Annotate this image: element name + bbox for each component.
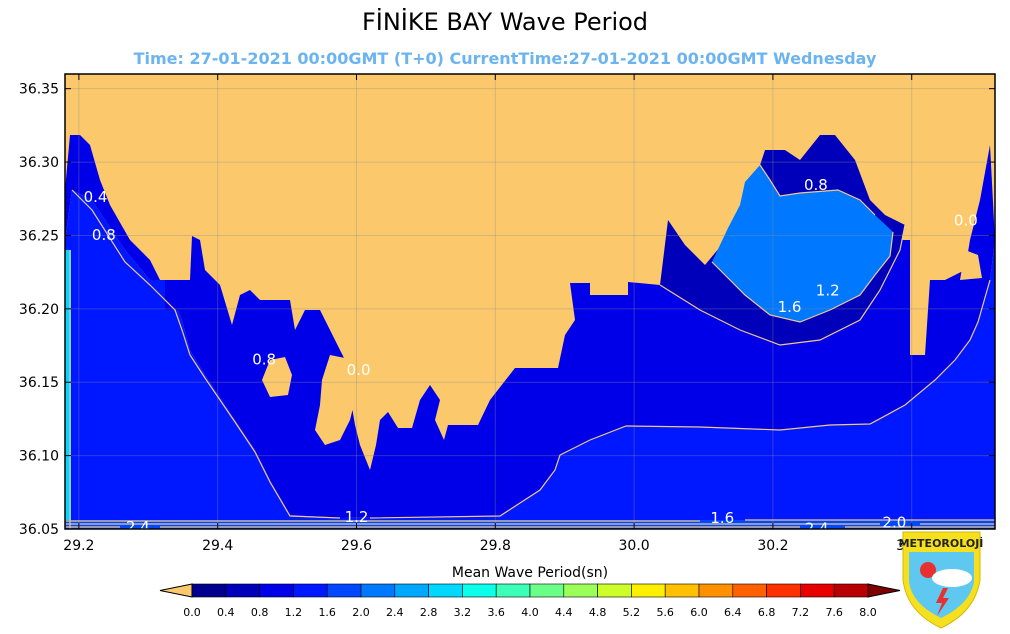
colorbar-tick-label-8: 3.2 xyxy=(454,606,472,619)
colorbar-segment-11 xyxy=(563,583,598,598)
colorbar-segment-6 xyxy=(394,583,429,598)
contour-line-1.2-west xyxy=(71,189,341,519)
y-tick-label-5: 36.30 xyxy=(19,155,59,171)
colorbar-tick-label-13: 5.2 xyxy=(623,606,641,619)
contour-label-4: 0.8 xyxy=(804,176,828,194)
colorbar-segment-12 xyxy=(597,583,632,598)
colorbar-segment-9 xyxy=(495,583,531,598)
logo-cloud xyxy=(932,569,972,587)
colorbar-segment-7 xyxy=(428,583,463,598)
island-center xyxy=(315,355,355,445)
contour-line-1.2-south xyxy=(369,279,991,519)
colorbar-segment-15 xyxy=(698,583,734,598)
y-tick-label-0: 36.05 xyxy=(19,522,59,538)
colorbar-tick-label-19: 7.6 xyxy=(825,606,843,619)
colorbar-tick-label-5: 2.0 xyxy=(352,606,370,619)
contour-lines xyxy=(65,164,995,529)
contour-label-11: 2.4 xyxy=(126,518,150,536)
island-left xyxy=(262,357,292,397)
colorbar xyxy=(159,583,901,598)
grid xyxy=(65,74,995,529)
colorbar-tick-label-9: 3.6 xyxy=(487,606,505,619)
contour-label-3: 0.0 xyxy=(347,361,371,379)
y-tick-label-6: 36.35 xyxy=(19,82,59,98)
contour-label-7: 1.6 xyxy=(778,298,802,316)
sea-region-east-bay-lagoon xyxy=(712,165,893,322)
contour-label-2: 0.8 xyxy=(252,351,276,369)
colorbar-segment-0 xyxy=(191,583,227,598)
colorbar-segment-17 xyxy=(766,583,801,598)
x-tick-label-3: 29.8 xyxy=(480,538,511,554)
contour-label-0: 0.4 xyxy=(84,188,108,206)
colorbar-tick-label-12: 4.8 xyxy=(589,606,607,619)
colorbar-segment-10 xyxy=(529,583,565,598)
logo-text: METEOROLOJİ xyxy=(899,536,984,550)
colorbar-label: Mean Wave Period(sn) xyxy=(452,565,608,581)
contour-line-bay-inner xyxy=(659,224,906,346)
colorbar-segment-1 xyxy=(225,583,260,598)
x-tick-label-1: 29.4 xyxy=(202,538,233,554)
colorbar-tick-label-0: 0.0 xyxy=(183,606,201,619)
contour-label-6: 1.2 xyxy=(816,282,840,300)
colorbar-tick-label-15: 6.0 xyxy=(690,606,708,619)
colorbar-segment-14 xyxy=(664,583,700,598)
colorbar-tick-label-18: 7.2 xyxy=(792,606,810,619)
contour-label-1: 0.8 xyxy=(92,226,116,244)
colorbar-tick-label-7: 2.8 xyxy=(420,606,438,619)
contour-label-5: 0.0 xyxy=(954,211,978,229)
x-tick-label-5: 30.2 xyxy=(757,538,788,554)
colorbar-segment-18 xyxy=(800,583,835,598)
colorbar-ticks: 0.0 0.4 0.8 1.2 1.6 2.0 2.4 2.8 3.2 3.6 4.0 4.4 4.8 5… xyxy=(183,606,877,619)
colorbar-tick-label-2: 0.8 xyxy=(251,606,269,619)
plot-border xyxy=(64,73,996,530)
sea-region-0.8-1.2 xyxy=(65,135,995,518)
contour-label-10: 2.0 xyxy=(882,514,906,532)
contour-line-1.6-south xyxy=(65,519,995,522)
colorbar-extend-high xyxy=(867,583,901,598)
colorbar-extend-low xyxy=(159,583,193,598)
colorbar-tick-label-10: 4.0 xyxy=(521,606,539,619)
colorbar-tick-label-6: 2.4 xyxy=(386,606,404,619)
contour-label-8: 1.2 xyxy=(345,508,369,526)
contour-label-12: 2.4 xyxy=(805,520,829,538)
contour-label-9: 1.6 xyxy=(710,509,734,527)
logo-sun xyxy=(920,562,936,578)
colorbar-tick-label-17: 6.8 xyxy=(758,606,776,619)
contour-line-bay-lagoon xyxy=(711,231,894,323)
colorbar-tick-label-11: 4.4 xyxy=(555,606,573,619)
x-tick-label-2: 29.6 xyxy=(341,538,372,554)
colorbar-tick-label-14: 5.6 xyxy=(656,606,674,619)
y-tick-label-1: 36.10 xyxy=(19,449,59,465)
contour-labels: 0.4 0.8 0.8 0.0 0.8 0.0 1.2 1.6 1.2 1.6 2.0 2.4 2.4 xyxy=(84,176,978,538)
x-tick-label-0: 29.2 xyxy=(63,538,94,554)
colorbar-segment-3 xyxy=(293,583,328,598)
contour-line-bay-upper xyxy=(759,164,876,216)
colorbar-segment-2 xyxy=(259,583,294,598)
chart-subtitle: Time: 27-01-2021 00:00GMT (T+0) CurrentT… xyxy=(133,49,877,68)
colorbar-tick-label-3: 1.2 xyxy=(285,606,303,619)
colorbar-segment-19 xyxy=(833,583,869,598)
colorbar-tick-label-4: 1.6 xyxy=(318,606,336,619)
colorbar-tick-label-16: 6.4 xyxy=(724,606,742,619)
colorbar-tick-label-1: 0.4 xyxy=(217,606,235,619)
colorbar-segment-13 xyxy=(631,583,666,598)
sea-region-west-edge xyxy=(65,250,71,529)
colorbar-segment-16 xyxy=(732,583,767,598)
sea-region-1.2-1.6 xyxy=(65,190,995,529)
chart-title: FİNİKE BAY Wave Period xyxy=(361,8,649,36)
y-tick-label-3: 36.20 xyxy=(19,302,59,318)
y-tick-label-2: 36.15 xyxy=(19,375,59,391)
colorbar-tick-label-20: 8.0 xyxy=(859,606,877,619)
meteoroloji-logo: METEOROLOJİ xyxy=(899,531,984,629)
y-tick-label-4: 36.25 xyxy=(19,228,59,244)
y-axis: 36.05 36.10 36.15 36.20 36.25 36.30 36.35 xyxy=(19,82,995,538)
lightning-icon xyxy=(936,588,949,616)
island-east xyxy=(960,250,982,280)
colorbar-segment-5 xyxy=(360,583,396,598)
x-tick-label-4: 30.0 xyxy=(619,538,650,554)
colorbar-segment-4 xyxy=(326,583,362,598)
colorbar-segment-8 xyxy=(462,583,497,598)
